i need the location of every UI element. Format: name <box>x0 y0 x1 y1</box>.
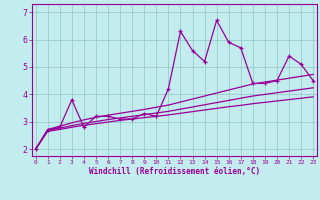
X-axis label: Windchill (Refroidissement éolien,°C): Windchill (Refroidissement éolien,°C) <box>89 167 260 176</box>
